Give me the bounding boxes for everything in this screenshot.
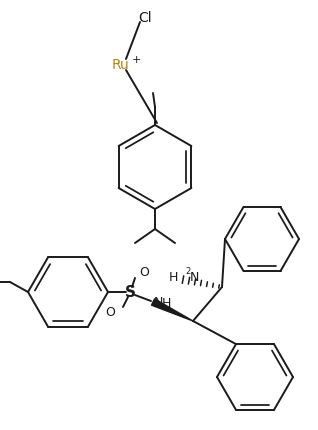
Text: O: O (139, 266, 149, 279)
Text: N: N (154, 296, 163, 309)
Polygon shape (151, 299, 193, 321)
Text: +: + (132, 55, 142, 65)
Text: Ru: Ru (112, 58, 130, 72)
Text: 2: 2 (185, 266, 190, 275)
Text: H: H (169, 271, 178, 284)
Text: N: N (190, 271, 199, 284)
Text: H: H (162, 297, 171, 310)
Text: O: O (105, 306, 115, 319)
Text: Cl: Cl (138, 11, 152, 25)
Text: S: S (125, 285, 135, 300)
